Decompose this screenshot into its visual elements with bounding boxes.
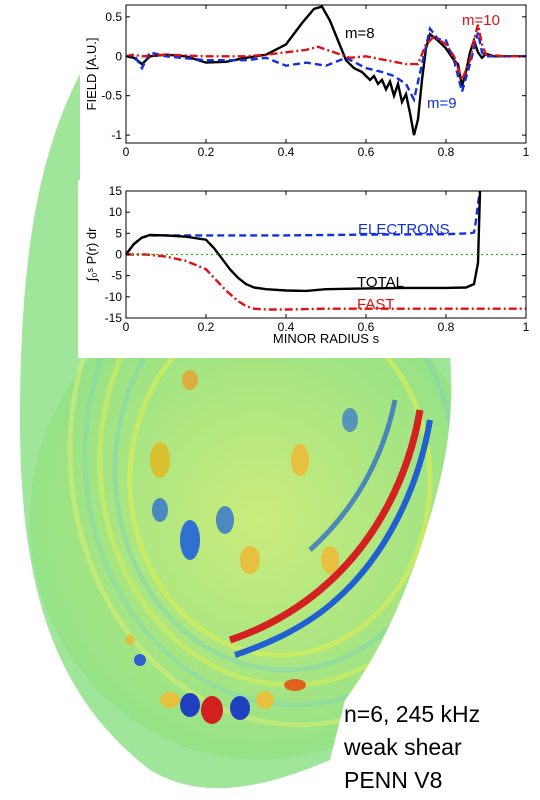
y-tick-label: 15	[109, 184, 123, 198]
annotation-m9: m=9	[427, 95, 457, 112]
annotation-m8: m=8	[345, 25, 375, 42]
x-tick-label: 0.4	[278, 320, 295, 334]
y-tick-label: 0.5	[105, 10, 122, 24]
power-chart: 0 0.2 0.4 0.6 0.8 1 15 10 5 0 -5 -10 -15 ∫₀ˢ P(r) dr M…	[84, 184, 530, 346]
top-panel-background	[80, 0, 540, 188]
y-tick-label: -0.5	[101, 89, 122, 103]
x-tick-label: 0.6	[358, 145, 375, 159]
plot-frame	[125, 4, 527, 144]
y-axis-label: ∫₀ˢ P(r) dr	[84, 227, 99, 282]
annotation-electrons: ELECTRONS	[358, 221, 450, 238]
y-tick-label: -1	[111, 128, 122, 142]
annotation-m10: m=10	[462, 12, 500, 29]
y-tick-label: 0	[115, 248, 122, 262]
x-tick-label: 0	[123, 320, 130, 334]
x-tick-label: 0.2	[198, 320, 215, 334]
y-tick-label: 5	[115, 226, 122, 240]
x-tick-label: 1	[523, 145, 530, 159]
x-tick-label: 0.2	[198, 145, 215, 159]
series-line-m=10	[125, 24, 526, 84]
field-chart: 0 0.2 0.4 0.6 0.8 1 0.5 0 -0.5 -1 FIELD [A.U.] m=8 m…	[84, 4, 530, 159]
x-tick-label: 0.4	[278, 145, 295, 159]
x-tick-label: 1	[523, 320, 530, 334]
x-axis-label: MINOR RADIUS s	[273, 331, 380, 346]
annotation-fast: FAST	[357, 296, 395, 313]
x-tick-label: 0.8	[438, 320, 455, 334]
caption-line-2: weak shear	[344, 734, 462, 760]
y-tick-label: -15	[105, 311, 123, 325]
x-tick-label: 0.8	[438, 145, 455, 159]
y-tick-label: -5	[111, 269, 122, 283]
caption-line-3: PENN V8	[344, 767, 443, 793]
bottom-panel-background	[78, 180, 540, 358]
y-tick-label: 10	[109, 205, 123, 219]
series-line-total	[125, 190, 482, 293]
x-tick-label: 0.6	[358, 320, 375, 334]
y-tick-label: 0	[115, 49, 122, 63]
figure-caption: n=6, 245 kHz weak shear PENN V8	[344, 698, 480, 797]
annotation-total: TOTAL	[357, 274, 404, 291]
y-axis-label: FIELD [A.U.]	[84, 38, 99, 111]
x-tick-label: 0	[123, 145, 130, 159]
series-line-m=9	[125, 25, 526, 104]
y-tick-label: -10	[105, 290, 123, 304]
caption-line-1: n=6, 245 kHz	[344, 701, 481, 727]
